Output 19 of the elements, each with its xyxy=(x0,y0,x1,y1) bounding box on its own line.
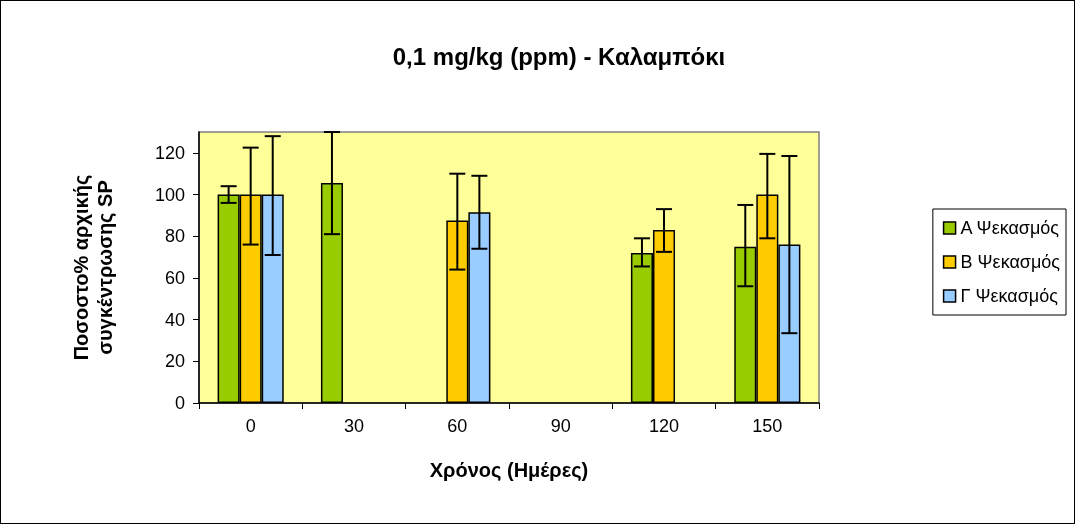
y-tick-label: 40 xyxy=(164,309,185,330)
x-tick-label: 30 xyxy=(343,416,365,436)
x-tick-label: 0 xyxy=(245,416,256,436)
x-tick-label: 90 xyxy=(550,416,571,436)
y-axis-title: Ποσοστο% αρχικής συγκέντρωσης SP xyxy=(70,174,116,361)
legend-label: Α Ψεκασμός xyxy=(960,218,1060,238)
y-tick-label: 20 xyxy=(164,351,185,372)
y-tick-label: 60 xyxy=(164,267,185,288)
y-tick-label: 100 xyxy=(154,184,185,205)
legend-label: Γ Ψεκασμός xyxy=(960,286,1059,306)
y-tick-label: 80 xyxy=(164,226,185,247)
x-axis-title: Χρόνος (Ημέρες) xyxy=(429,459,589,481)
x-tick-label: 60 xyxy=(447,416,468,436)
y-tick-label: 0 xyxy=(174,393,185,413)
chart-title: 0,1 mg/kg (ppm) - Καλαμπόκι xyxy=(392,42,726,70)
legend-label: Β Ψεκασμός xyxy=(960,252,1061,272)
x-tick-label: 150 xyxy=(752,416,783,436)
y-tick-label: 120 xyxy=(154,142,185,163)
x-tick-label: 120 xyxy=(648,416,680,436)
